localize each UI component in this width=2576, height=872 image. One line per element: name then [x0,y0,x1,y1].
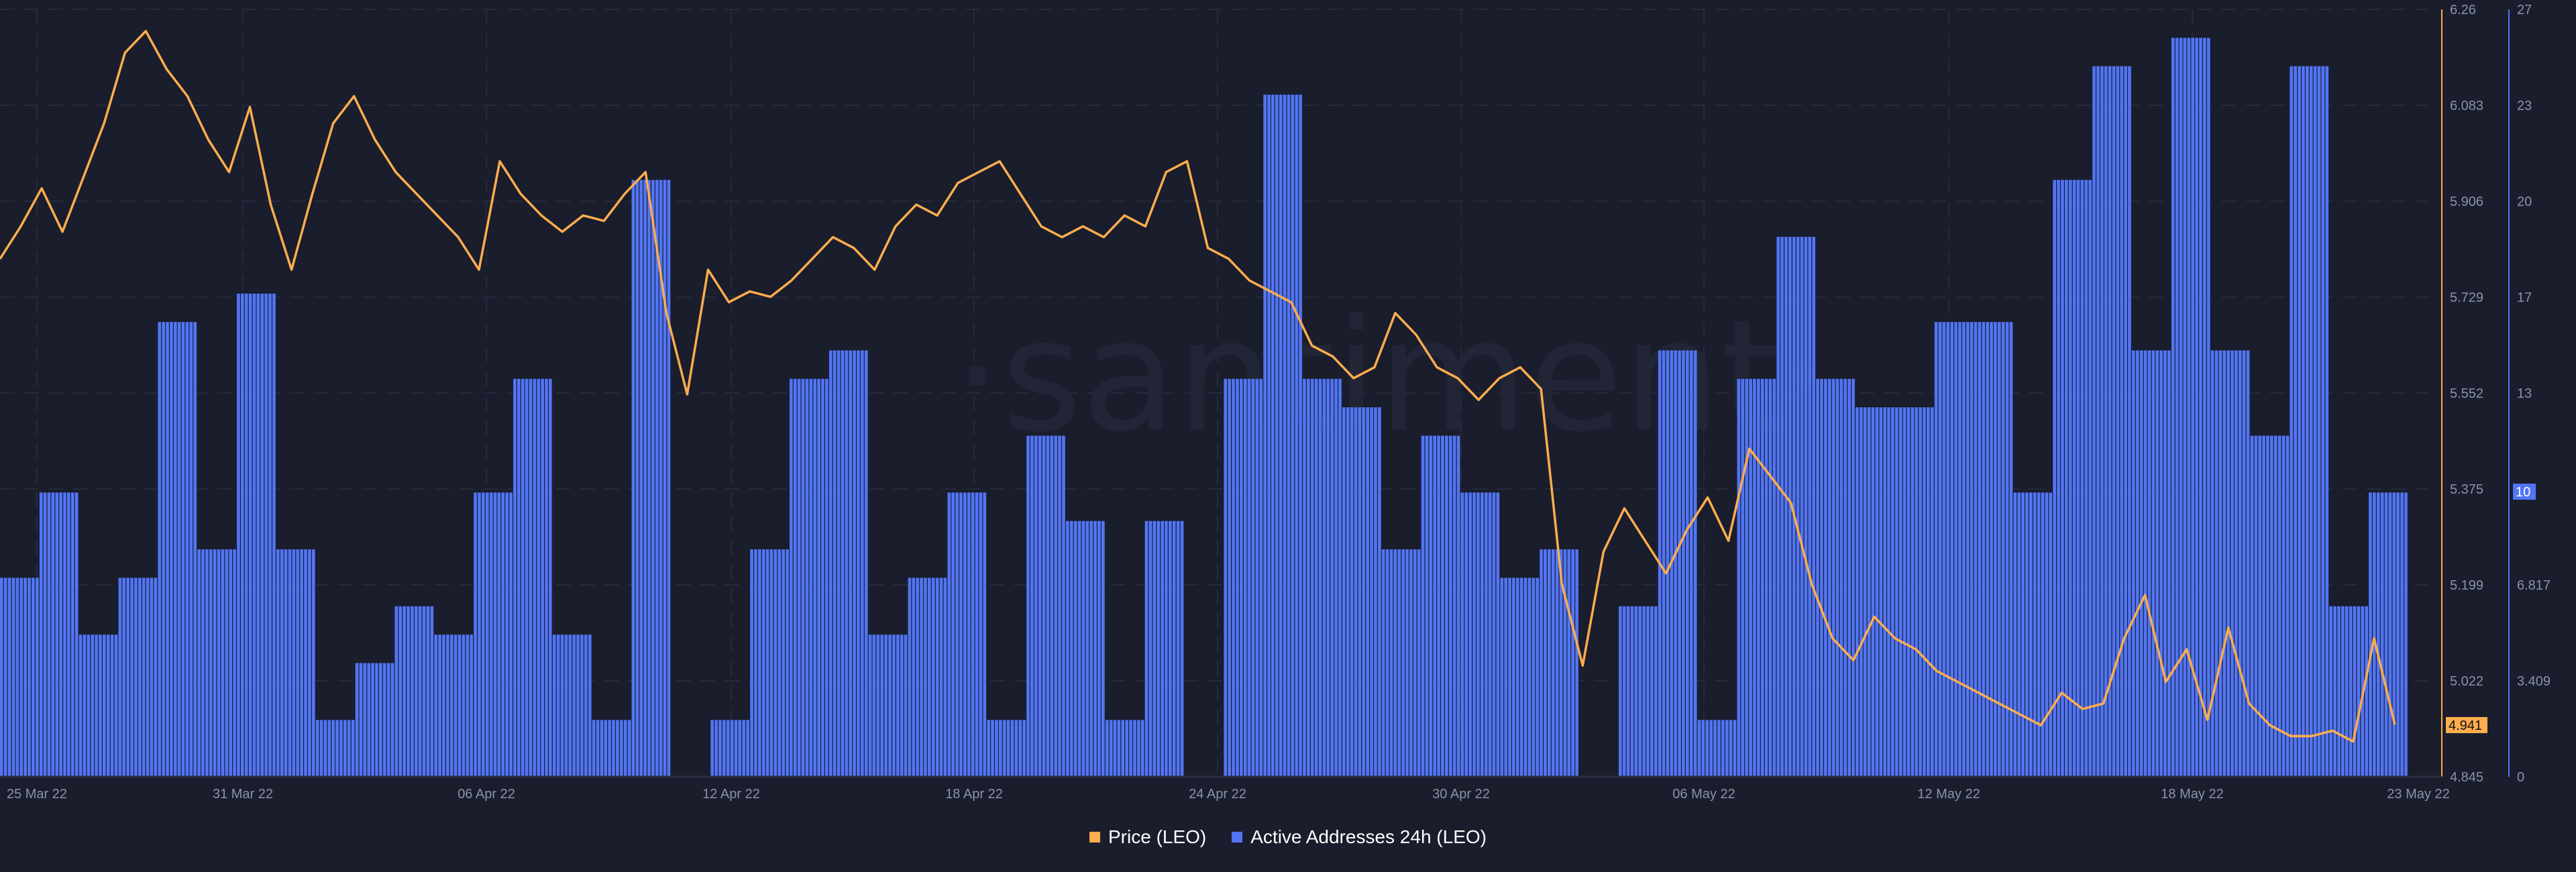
svg-text:31 Mar 22: 31 Mar 22 [213,787,273,802]
svg-text:30 Apr 22: 30 Apr 22 [1432,787,1490,802]
price-swatch-icon [1089,832,1100,842]
svg-text:06 May 22: 06 May 22 [1672,787,1735,802]
svg-text:6.083: 6.083 [2450,99,2483,113]
svg-text:13: 13 [2517,386,2532,401]
svg-text:18 May 22: 18 May 22 [2161,787,2223,802]
svg-text:5.022: 5.022 [2450,674,2483,689]
addresses-swatch-icon [1232,832,1243,842]
svg-text:10: 10 [2516,485,2530,500]
legend-item-active-addresses[interactable]: Active Addresses 24h (LEO) [1232,826,1487,848]
legend-label-active-addresses: Active Addresses 24h (LEO) [1250,826,1487,847]
active-addresses-bars [0,38,2408,777]
svg-text:5.375: 5.375 [2450,482,2483,497]
legend-item-price[interactable]: Price (LEO) [1089,826,1206,848]
svg-text:06 Apr 22: 06 Apr 22 [458,787,515,802]
svg-text:3.409: 3.409 [2517,674,2551,689]
svg-text:5.552: 5.552 [2450,386,2483,401]
svg-text:5.906: 5.906 [2450,195,2483,209]
legend-label-price: Price (LEO) [1108,826,1207,847]
svg-text:4.845: 4.845 [2450,770,2483,785]
svg-text:25 Mar 22: 25 Mar 22 [7,787,67,802]
svg-text:12 Apr 22: 12 Apr 22 [702,787,760,802]
date-axis-ticks: 25 Mar 22 31 Mar 22 06 Apr 22 12 Apr 22 18 A… [7,787,2450,802]
price-line [0,30,2396,743]
svg-text:4.941: 4.941 [2449,718,2482,733]
svg-text:6.817: 6.817 [2517,578,2551,593]
price-axis-ticks: 6.26 6.083 5.906 5.729 5.552 5.375 5.199 5.022 4… [2450,3,2483,785]
santiment-watermark: ·santiment· [953,287,1830,466]
svg-text:20: 20 [2517,195,2532,209]
svg-text:5.199: 5.199 [2450,578,2483,593]
chart-legend: Price (LEO) Active Addresses 24h (LEO) [0,826,2576,848]
svg-text:23 May 22: 23 May 22 [2387,787,2449,802]
svg-text:27: 27 [2517,3,2532,17]
current-addresses-badge: 10 [2513,484,2536,500]
svg-text:6.26: 6.26 [2450,3,2476,17]
svg-text:23: 23 [2517,99,2532,113]
svg-text:24 Apr 22: 24 Apr 22 [1189,787,1246,802]
grid-lines [0,9,2428,777]
svg-text:17: 17 [2517,290,2532,305]
svg-text:5.729: 5.729 [2450,290,2483,305]
current-price-badge: 4.941 [2446,717,2487,733]
addresses-axis-ticks: 27 23 20 17 13 10 6.817 3.409 0 [2517,3,2551,785]
svg-text:18 Apr 22: 18 Apr 22 [945,787,1003,802]
svg-text:0: 0 [2517,770,2524,785]
svg-text:12 May 22: 12 May 22 [1917,787,1980,802]
